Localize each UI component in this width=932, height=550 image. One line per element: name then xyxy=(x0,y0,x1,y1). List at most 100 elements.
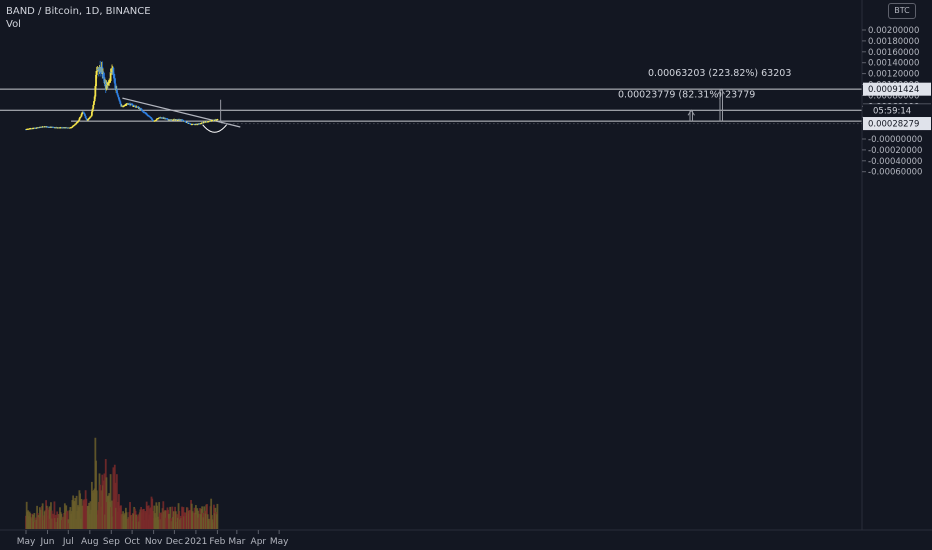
candle-body xyxy=(80,114,83,117)
price-axis[interactable]: 0.002000000.001800000.001600000.00140000… xyxy=(862,26,922,178)
candle-body xyxy=(115,89,118,94)
candle-body xyxy=(94,86,97,97)
price-tag-resistance-2-text: 0.00091424 xyxy=(868,85,919,95)
volume-bar xyxy=(48,506,51,529)
volume-bar xyxy=(74,498,77,529)
bounce-curve[interactable] xyxy=(202,124,228,133)
candle-body xyxy=(84,115,87,119)
candle-body xyxy=(99,72,102,74)
time-axis[interactable]: May Jun Jul Aug Sep Oct Nov Dec 2021 Feb Mar Apr May xyxy=(17,530,289,547)
candle-body xyxy=(113,77,116,84)
price-tick-label: -0.00000000 xyxy=(868,135,922,145)
volume-bar xyxy=(103,473,106,529)
candle-body xyxy=(118,99,121,102)
price-tick-label: 0.00140000 xyxy=(868,59,919,69)
candle-body xyxy=(140,109,143,111)
candle-body xyxy=(111,68,113,73)
time-tick-label: Aug xyxy=(81,537,99,547)
time-tick-label: Feb xyxy=(209,537,225,547)
volume-bar xyxy=(95,490,98,529)
candle-body xyxy=(75,123,77,125)
candle-body xyxy=(96,69,99,72)
candle-body xyxy=(90,111,93,116)
candle-body xyxy=(85,118,88,120)
candle-body xyxy=(76,122,79,124)
candle-body xyxy=(88,117,91,119)
candle-body xyxy=(102,73,105,78)
descending-trendline[interactable] xyxy=(122,97,241,128)
time-tick-label: Jun xyxy=(39,537,54,547)
candle-body xyxy=(213,120,216,122)
price-tick-label: -0.00040000 xyxy=(868,157,922,167)
price-tick-label: 0.00200000 xyxy=(868,26,919,36)
candle-body xyxy=(117,95,120,98)
price-tick-label: -0.00060000 xyxy=(868,168,922,178)
candle-body xyxy=(151,118,154,121)
candle-body xyxy=(91,108,94,112)
volume-bar xyxy=(53,501,56,529)
candle-body xyxy=(119,101,122,104)
candle-body xyxy=(149,116,152,118)
candle-body xyxy=(131,104,134,106)
candle-body xyxy=(121,105,124,107)
measure-label: 0.00063203 (223.82%) 63203 xyxy=(648,68,791,79)
annotations[interactable]: 0.00023779 (82.31%) 23779 0.00063203 (223… xyxy=(202,68,792,133)
candle-body xyxy=(116,93,119,96)
candle-body xyxy=(103,77,106,84)
candle-body xyxy=(89,116,92,118)
price-tag-resistance-2 xyxy=(863,82,931,96)
price-tick-label: 0.00080000 xyxy=(868,91,919,101)
volume-bar xyxy=(114,482,117,529)
candle-body xyxy=(99,66,102,73)
candle-body xyxy=(181,119,184,121)
time-tick-label: Apr xyxy=(251,537,267,547)
volume-bar xyxy=(109,474,112,529)
candle-body xyxy=(77,121,79,123)
time-tick-label: Oct xyxy=(124,537,140,547)
candle-body xyxy=(216,119,219,121)
volume-bar xyxy=(33,513,36,529)
candle-body xyxy=(90,115,93,117)
symbol-title: BAND / Bitcoin, 1D, BINANCE xyxy=(6,6,151,17)
candle-body xyxy=(71,126,74,128)
candle-body xyxy=(93,96,96,102)
candle-body xyxy=(181,119,183,121)
candle-body xyxy=(105,84,108,90)
candle-body xyxy=(101,66,104,74)
candle-body xyxy=(176,119,179,121)
candle-body xyxy=(86,119,89,121)
price-tick-label: 0.00120000 xyxy=(868,70,919,80)
current-price-tag-text: 0.00028279 xyxy=(868,120,919,130)
horizontal-levels[interactable] xyxy=(0,88,862,122)
candle-body xyxy=(95,71,98,75)
candle-body xyxy=(149,117,152,119)
time-tick-label: 2021 xyxy=(184,537,207,547)
price-tick-label: -0.00020000 xyxy=(868,146,922,156)
candle-body xyxy=(138,107,141,110)
candle-body xyxy=(152,120,154,122)
volume-bar xyxy=(41,503,44,529)
candle-body xyxy=(202,122,205,124)
volume-bar xyxy=(210,498,213,529)
candle-body xyxy=(189,123,192,125)
candle-body xyxy=(77,120,80,122)
volume-bars xyxy=(25,437,219,529)
currency-badge[interactable]: BTC xyxy=(888,3,916,19)
time-tick-label: Jul xyxy=(62,537,74,547)
candle-body xyxy=(140,108,143,110)
time-tick-label: Dec xyxy=(166,537,183,547)
candle-body xyxy=(144,112,147,114)
candle-body xyxy=(70,127,73,129)
candle-body xyxy=(106,83,109,86)
candle-body xyxy=(134,105,137,107)
candle-body xyxy=(92,104,95,109)
candle-body xyxy=(113,75,115,78)
trendline[interactable] xyxy=(122,97,241,128)
volume-bar xyxy=(169,506,172,529)
time-tick-label: May xyxy=(270,537,289,547)
candle-body xyxy=(142,111,145,113)
volume-label: Vol xyxy=(6,19,21,30)
candle-body xyxy=(83,112,86,115)
